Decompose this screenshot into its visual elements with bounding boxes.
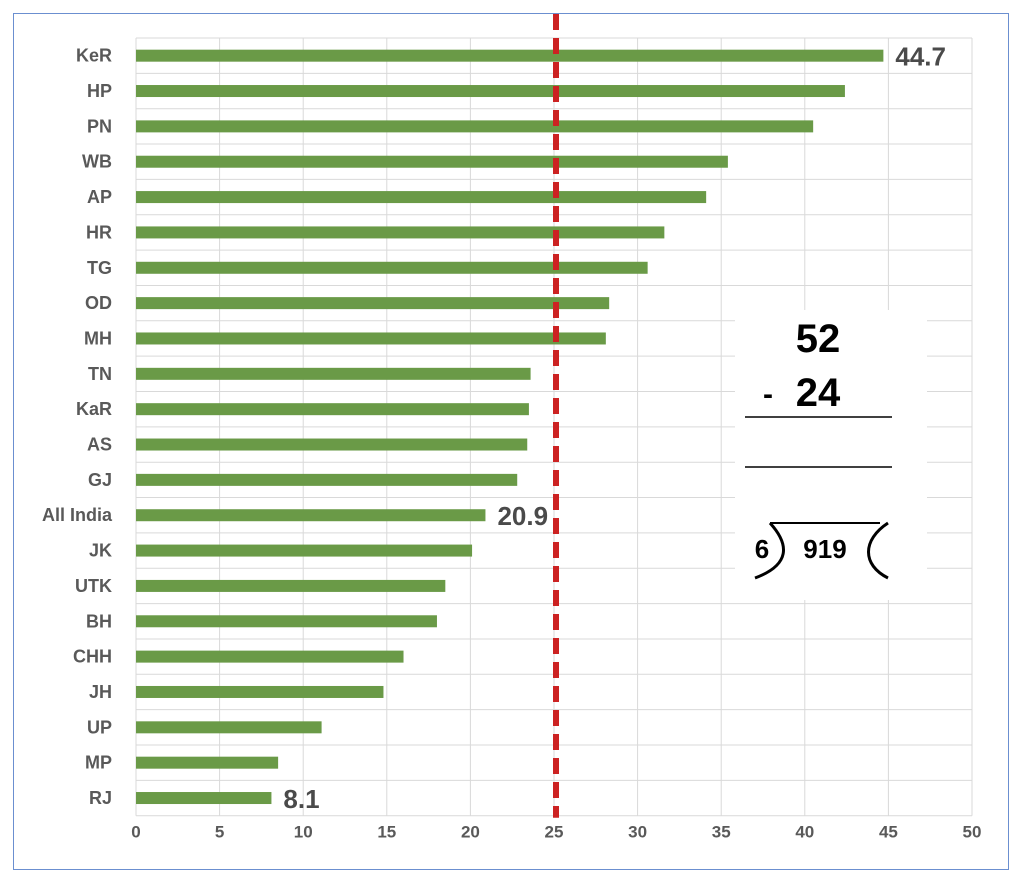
- subtraction-top-number: 52: [796, 317, 841, 361]
- bar-hp: [136, 85, 845, 98]
- bar-hr: [136, 226, 665, 239]
- bar-tn: [136, 367, 531, 380]
- bar-all-india: [136, 509, 486, 522]
- x-tick-label: 10: [294, 823, 313, 842]
- bar-as: [136, 438, 528, 451]
- division-bracket-left: [754, 521, 785, 580]
- category-label-mh: MH: [84, 328, 112, 348]
- data-label-ker: 44.7: [895, 42, 946, 72]
- x-tick-label: 0: [131, 823, 140, 842]
- x-tick-label: 5: [215, 823, 224, 842]
- bar-tg: [136, 261, 648, 274]
- category-label-ker: KeR: [76, 46, 112, 66]
- bar-pn: [136, 120, 814, 133]
- x-tick-label: 25: [545, 823, 564, 842]
- x-tick-label: 35: [712, 823, 731, 842]
- math-overlay-background: [735, 310, 927, 600]
- category-label-hr: HR: [86, 222, 112, 242]
- category-label-kar: KaR: [76, 399, 112, 419]
- bar-wb: [136, 155, 728, 168]
- bar-gj: [136, 473, 518, 486]
- division-bracket-right: [867, 521, 889, 580]
- bar-chh: [136, 650, 404, 663]
- category-label-wb: WB: [82, 152, 112, 172]
- category-label-tg: TG: [87, 258, 112, 278]
- bar-od: [136, 297, 610, 310]
- minus-sign: -: [763, 378, 773, 411]
- category-label-rj: RJ: [89, 788, 112, 808]
- x-tick-label: 30: [628, 823, 647, 842]
- category-label-gj: GJ: [88, 470, 112, 490]
- x-tick-label: 45: [879, 823, 898, 842]
- bar-mp: [136, 756, 279, 769]
- bar-ker: [136, 49, 884, 62]
- x-tick-label: 50: [963, 823, 982, 842]
- category-label-jh: JH: [89, 682, 112, 702]
- category-label-ap: AP: [87, 187, 112, 207]
- category-label-as: AS: [87, 435, 112, 455]
- x-tick-label: 40: [795, 823, 814, 842]
- category-label-tn: TN: [88, 364, 112, 384]
- category-label-bh: BH: [86, 611, 112, 631]
- category-label-jk: JK: [89, 541, 112, 561]
- category-label-hp: HP: [87, 81, 112, 101]
- bar-kar: [136, 403, 529, 416]
- category-label-utk: UTK: [75, 576, 112, 596]
- x-tick-label: 20: [461, 823, 480, 842]
- long-division: 6 919: [754, 521, 889, 580]
- category-label-chh: CHH: [73, 647, 112, 667]
- bar-jh: [136, 685, 384, 698]
- category-label-up: UP: [87, 717, 112, 737]
- data-label-all-india: 20.9: [497, 501, 548, 531]
- subtraction-bottom-number: 24: [796, 371, 841, 415]
- category-label-all-india: All India: [42, 505, 113, 525]
- bar-jk: [136, 544, 473, 557]
- x-tick-label: 15: [377, 823, 396, 842]
- bar-up: [136, 721, 322, 734]
- data-label-rj: 8.1: [283, 784, 319, 814]
- bar-utk: [136, 579, 446, 592]
- bar-rj: [136, 792, 272, 805]
- category-label-mp: MP: [85, 753, 112, 773]
- bar-mh: [136, 332, 606, 345]
- dividend: 919: [803, 534, 846, 564]
- category-label-pn: PN: [87, 116, 112, 136]
- bar-bh: [136, 615, 437, 628]
- divisor: 6: [755, 534, 769, 564]
- bar-ap: [136, 191, 707, 204]
- category-label-od: OD: [85, 293, 112, 313]
